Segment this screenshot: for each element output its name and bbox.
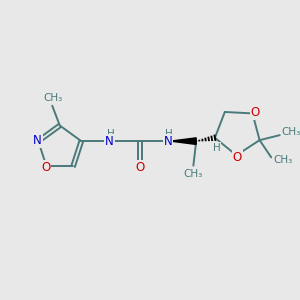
Text: O: O [251,106,260,119]
Text: H: H [213,143,220,153]
Text: CH₃: CH₃ [273,155,292,165]
Polygon shape [172,138,196,144]
Text: N: N [33,134,42,147]
Text: N: N [164,135,172,148]
Text: O: O [41,161,50,174]
Text: CH₃: CH₃ [184,169,203,179]
Text: H: H [165,129,173,139]
Text: O: O [135,161,144,174]
Text: CH₃: CH₃ [44,93,63,103]
Text: O: O [233,151,242,164]
Text: H: H [106,129,114,139]
Text: N: N [105,135,114,148]
Text: CH₃: CH₃ [281,127,300,137]
